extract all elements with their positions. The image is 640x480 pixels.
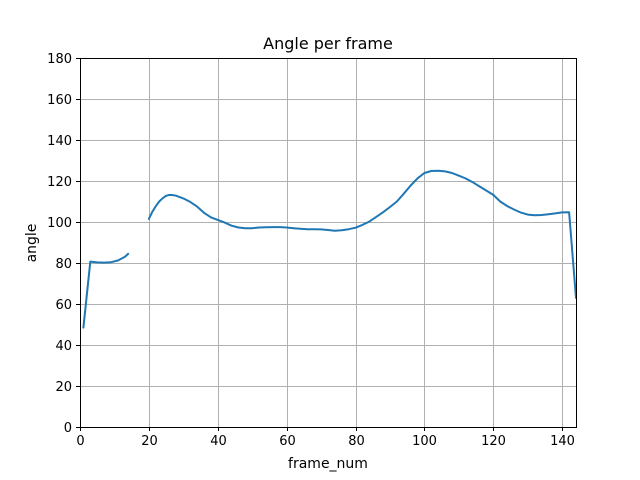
- y-tick-label: 20: [55, 380, 72, 395]
- x-tick-label: 20: [141, 434, 158, 449]
- y-tick-label: 80: [55, 257, 72, 272]
- y-tick-label: 160: [47, 93, 72, 108]
- x-tick-label: 0: [76, 434, 84, 449]
- y-axis: 0 20 40 60 80 100 120 140 160 180: [47, 52, 80, 436]
- y-tick-label: 40: [55, 339, 72, 354]
- y-axis-label: angle: [24, 224, 40, 263]
- x-tick-label: 80: [348, 434, 365, 449]
- x-tick-label: 60: [279, 434, 296, 449]
- y-tick-label: 180: [47, 52, 72, 67]
- x-axis: 0 20 40 60 80 100 120 140: [76, 427, 575, 449]
- y-tick-label: 100: [47, 216, 72, 231]
- series-group: [82, 169, 577, 329]
- x-tick-label: 120: [481, 434, 506, 449]
- x-tick-label: 100: [412, 434, 437, 449]
- chart-title: Angle per frame: [263, 34, 393, 53]
- y-tick-label: 60: [55, 298, 72, 313]
- y-tick-label: 120: [47, 175, 72, 190]
- series-line-segment: [147, 169, 577, 299]
- y-tick-label: 0: [64, 421, 72, 436]
- x-tick-label: 140: [550, 434, 575, 449]
- y-tick-label: 140: [47, 134, 72, 149]
- x-tick-label: 40: [210, 434, 227, 449]
- series-line-segment: [82, 252, 130, 329]
- grid: [80, 58, 576, 428]
- plot-frame: [80, 58, 577, 428]
- x-axis-label: frame_num: [288, 456, 368, 472]
